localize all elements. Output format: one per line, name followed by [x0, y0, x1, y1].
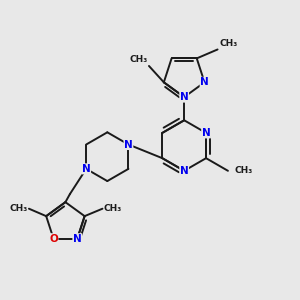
- Text: CH₃: CH₃: [9, 204, 28, 213]
- Text: O: O: [49, 234, 58, 244]
- Text: N: N: [124, 140, 133, 149]
- Text: CH₃: CH₃: [235, 166, 253, 175]
- Text: N: N: [82, 164, 91, 174]
- Text: N: N: [73, 234, 82, 244]
- Text: N: N: [180, 92, 189, 102]
- Text: CH₃: CH₃: [219, 39, 237, 48]
- Text: N: N: [202, 128, 210, 138]
- Text: CH₃: CH₃: [104, 204, 122, 213]
- Text: N: N: [200, 77, 209, 87]
- Text: N: N: [180, 166, 189, 176]
- Text: CH₃: CH₃: [129, 56, 148, 64]
